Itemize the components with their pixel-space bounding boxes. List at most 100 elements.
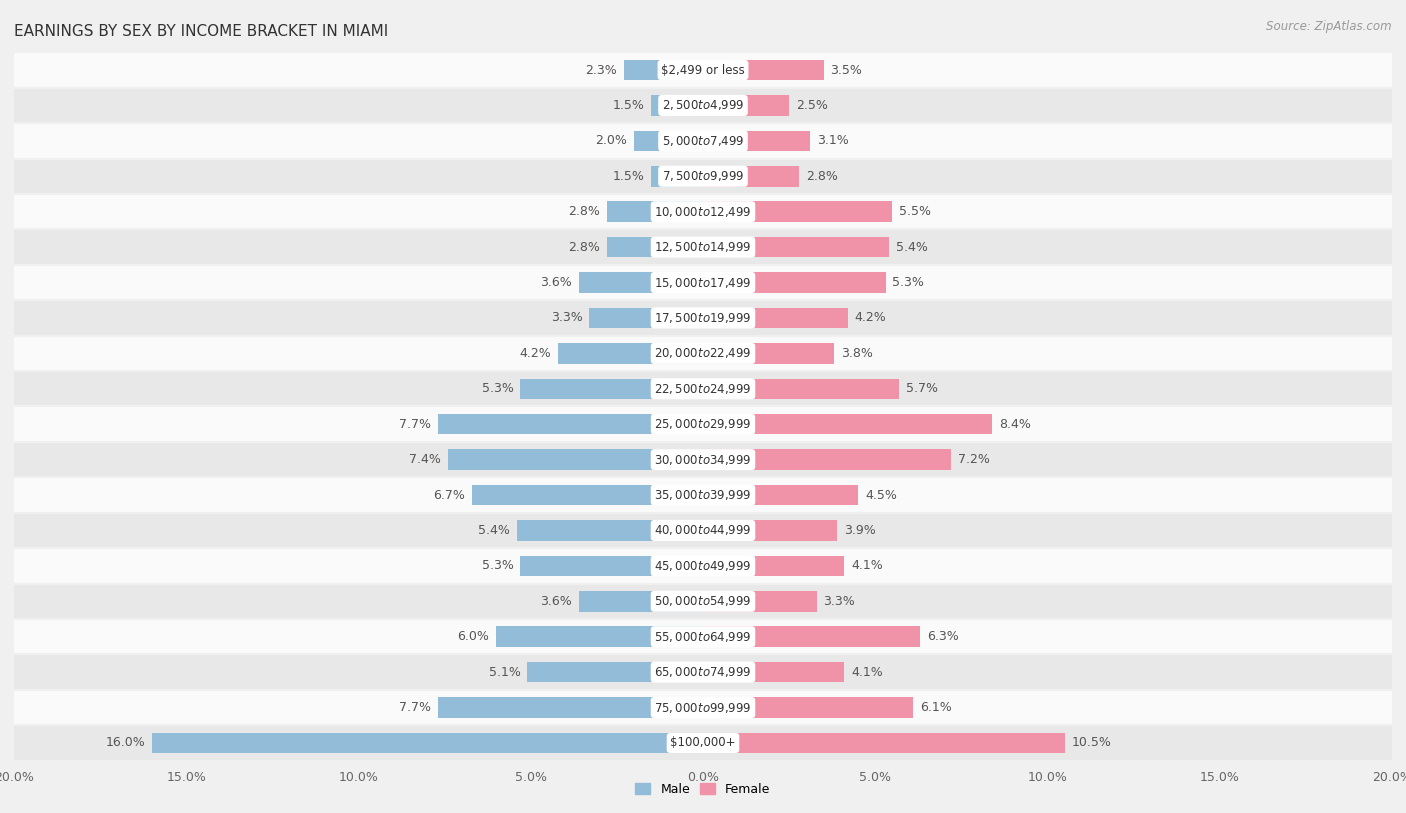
Bar: [703, 166, 800, 186]
Bar: [437, 414, 703, 434]
Bar: [703, 450, 950, 470]
Text: $7,500 to $9,999: $7,500 to $9,999: [662, 169, 744, 183]
Bar: [703, 95, 789, 115]
Bar: [703, 627, 920, 647]
Bar: [703, 307, 848, 328]
Text: 2.3%: 2.3%: [585, 63, 617, 76]
Text: 6.0%: 6.0%: [457, 630, 489, 643]
Text: $22,500 to $24,999: $22,500 to $24,999: [654, 382, 752, 396]
Bar: [579, 272, 703, 293]
Bar: [703, 485, 858, 506]
Bar: [589, 307, 703, 328]
Bar: [703, 379, 900, 399]
Bar: [703, 733, 1064, 753]
Text: 3.6%: 3.6%: [540, 276, 572, 289]
Bar: [14, 159, 1392, 194]
Text: 5.4%: 5.4%: [896, 241, 928, 254]
Bar: [14, 406, 1392, 442]
Bar: [14, 619, 1392, 654]
Bar: [14, 194, 1392, 229]
Bar: [703, 698, 912, 718]
Text: 6.3%: 6.3%: [927, 630, 959, 643]
Text: 16.0%: 16.0%: [105, 737, 145, 750]
Bar: [634, 131, 703, 151]
Bar: [527, 662, 703, 682]
Bar: [14, 690, 1392, 725]
Text: 3.1%: 3.1%: [817, 134, 848, 147]
Text: 4.5%: 4.5%: [865, 489, 897, 502]
Text: 5.4%: 5.4%: [478, 524, 510, 537]
Bar: [703, 591, 817, 611]
Bar: [14, 513, 1392, 548]
Text: 2.5%: 2.5%: [796, 99, 828, 112]
Text: 2.0%: 2.0%: [595, 134, 627, 147]
Text: 5.3%: 5.3%: [482, 559, 513, 572]
Text: 10.5%: 10.5%: [1071, 737, 1112, 750]
Bar: [14, 88, 1392, 123]
Bar: [14, 123, 1392, 159]
Bar: [517, 520, 703, 541]
Text: $40,000 to $44,999: $40,000 to $44,999: [654, 524, 752, 537]
Text: $30,000 to $34,999: $30,000 to $34,999: [654, 453, 752, 467]
Bar: [703, 272, 886, 293]
Bar: [703, 237, 889, 258]
Text: $35,000 to $39,999: $35,000 to $39,999: [654, 488, 752, 502]
Text: 5.5%: 5.5%: [900, 205, 931, 218]
Text: $50,000 to $54,999: $50,000 to $54,999: [654, 594, 752, 608]
Bar: [579, 591, 703, 611]
Text: $17,500 to $19,999: $17,500 to $19,999: [654, 311, 752, 325]
Bar: [651, 95, 703, 115]
Text: 7.7%: 7.7%: [399, 701, 430, 714]
Bar: [703, 520, 838, 541]
Text: 6.1%: 6.1%: [920, 701, 952, 714]
Text: $2,500 to $4,999: $2,500 to $4,999: [662, 98, 744, 112]
Text: $75,000 to $99,999: $75,000 to $99,999: [654, 701, 752, 715]
Bar: [558, 343, 703, 363]
Text: 2.8%: 2.8%: [568, 241, 599, 254]
Text: 5.1%: 5.1%: [488, 666, 520, 679]
Text: 6.7%: 6.7%: [433, 489, 465, 502]
Bar: [14, 725, 1392, 761]
Text: $2,499 or less: $2,499 or less: [661, 63, 745, 76]
Text: 1.5%: 1.5%: [613, 170, 644, 183]
Text: $100,000+: $100,000+: [671, 737, 735, 750]
Bar: [14, 548, 1392, 584]
Bar: [14, 442, 1392, 477]
Text: $65,000 to $74,999: $65,000 to $74,999: [654, 665, 752, 679]
Text: $12,500 to $14,999: $12,500 to $14,999: [654, 240, 752, 254]
Bar: [14, 654, 1392, 690]
Bar: [520, 555, 703, 576]
Bar: [152, 733, 703, 753]
Text: 5.7%: 5.7%: [907, 382, 938, 395]
Bar: [14, 371, 1392, 406]
Text: 7.4%: 7.4%: [409, 453, 441, 466]
Text: EARNINGS BY SEX BY INCOME BRACKET IN MIAMI: EARNINGS BY SEX BY INCOME BRACKET IN MIA…: [14, 24, 388, 39]
Bar: [14, 336, 1392, 371]
Text: 7.2%: 7.2%: [957, 453, 990, 466]
Bar: [437, 698, 703, 718]
Bar: [14, 300, 1392, 336]
Text: 1.5%: 1.5%: [613, 99, 644, 112]
Text: 4.1%: 4.1%: [851, 559, 883, 572]
Text: 2.8%: 2.8%: [807, 170, 838, 183]
Text: $45,000 to $49,999: $45,000 to $49,999: [654, 559, 752, 573]
Text: 5.3%: 5.3%: [482, 382, 513, 395]
Text: 8.4%: 8.4%: [1000, 418, 1031, 431]
Bar: [624, 60, 703, 80]
Bar: [703, 555, 844, 576]
Bar: [703, 131, 810, 151]
Bar: [14, 52, 1392, 88]
Bar: [520, 379, 703, 399]
Text: $25,000 to $29,999: $25,000 to $29,999: [654, 417, 752, 431]
Text: $5,000 to $7,499: $5,000 to $7,499: [662, 134, 744, 148]
Bar: [606, 237, 703, 258]
Bar: [703, 60, 824, 80]
Text: 3.9%: 3.9%: [844, 524, 876, 537]
Text: $15,000 to $17,499: $15,000 to $17,499: [654, 276, 752, 289]
Bar: [14, 477, 1392, 513]
Text: 4.2%: 4.2%: [855, 311, 886, 324]
Legend: Male, Female: Male, Female: [630, 778, 776, 801]
Text: 2.8%: 2.8%: [568, 205, 599, 218]
Bar: [496, 627, 703, 647]
Bar: [449, 450, 703, 470]
